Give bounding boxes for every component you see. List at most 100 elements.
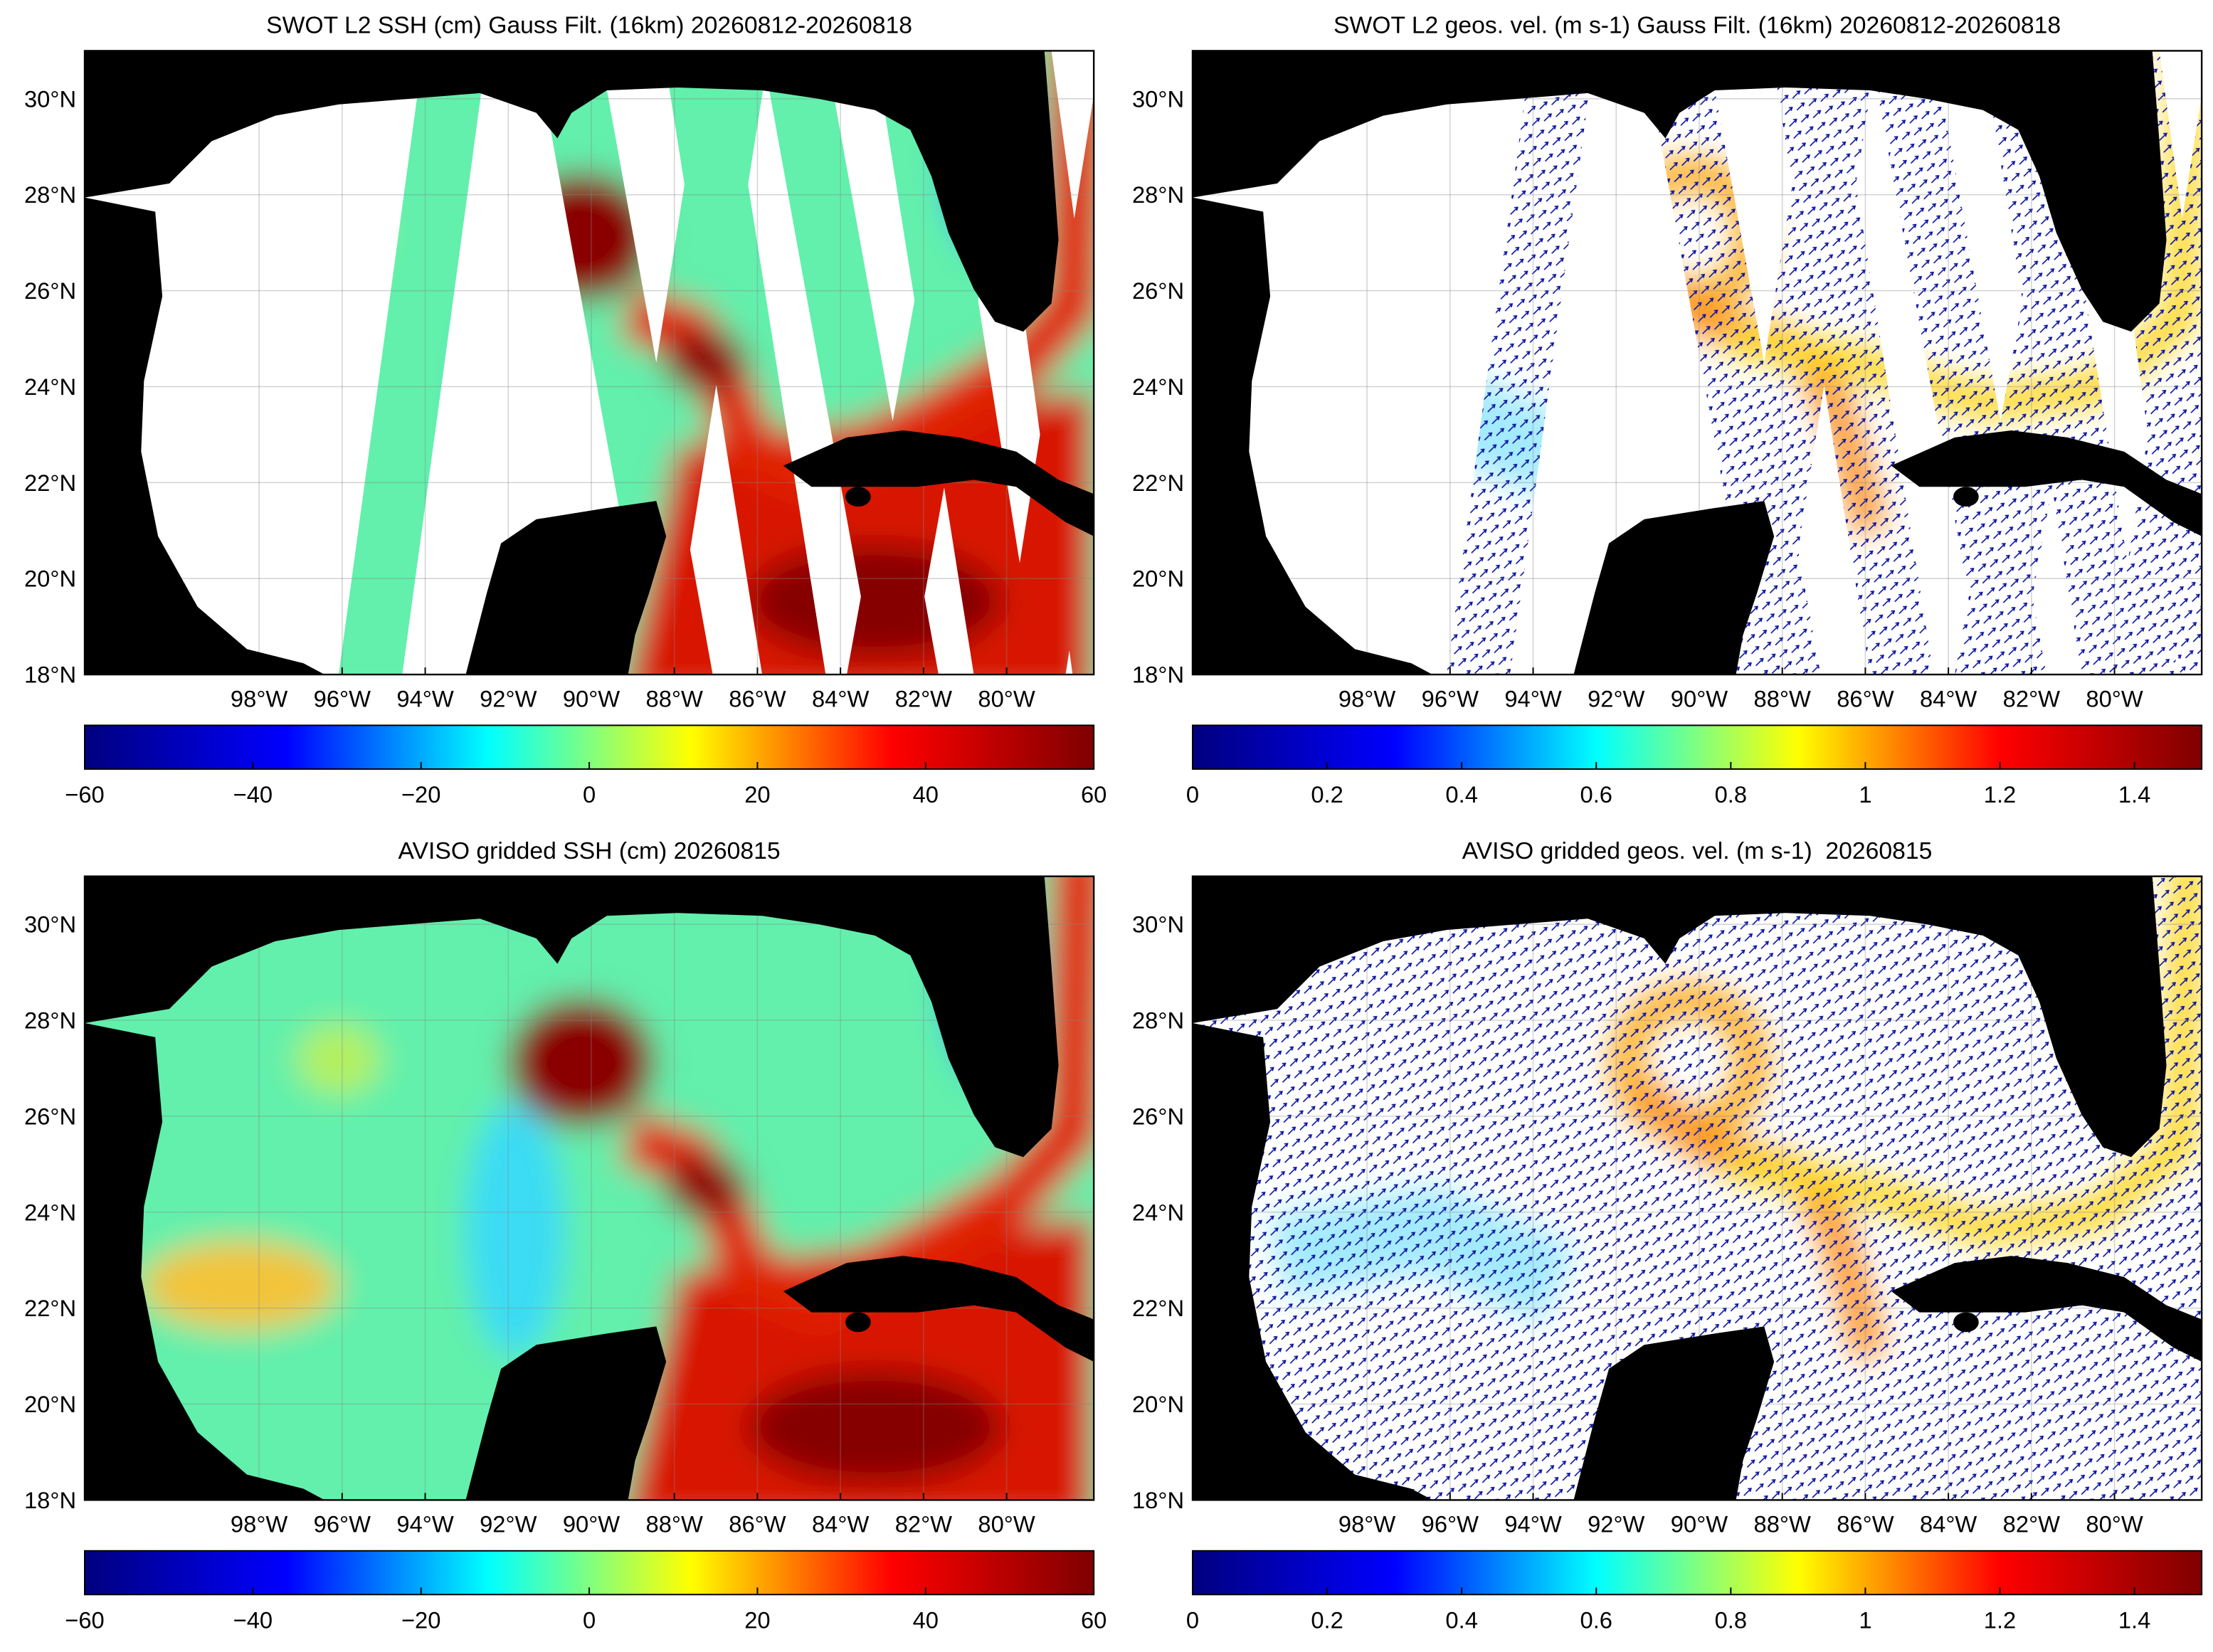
y-tick-label: 26°N bbox=[24, 1103, 76, 1129]
map-frame bbox=[83, 50, 1095, 676]
colorbar-tick-label: 60 bbox=[1081, 1606, 1106, 1633]
x-tick-label: 98°W bbox=[231, 685, 287, 711]
x-tick-label: 86°W bbox=[729, 685, 786, 711]
x-tick-label: 82°W bbox=[895, 1511, 952, 1537]
colorbar-tick-label: 20 bbox=[744, 1606, 770, 1633]
y-tick-label: 26°N bbox=[1132, 277, 1184, 304]
land bbox=[1573, 1326, 1775, 1500]
colorbar-tick-label: 1.4 bbox=[2118, 1606, 2150, 1633]
x-tick-label: 84°W bbox=[1920, 685, 1977, 711]
land bbox=[845, 1312, 871, 1333]
x-tick-label: 82°W bbox=[2003, 685, 2060, 711]
colorbar-tick-label: 0.8 bbox=[1715, 1606, 1747, 1633]
colorbar-tick-label: 0.6 bbox=[1580, 1606, 1612, 1633]
y-tick-label: 18°N bbox=[24, 1487, 76, 1513]
y-tick-label: 20°N bbox=[24, 1391, 76, 1417]
y-tick-label: 28°N bbox=[1132, 181, 1184, 208]
y-tick-label: 20°N bbox=[24, 566, 76, 592]
x-tick-label: 94°W bbox=[1504, 1511, 1561, 1537]
x-tick-label: 96°W bbox=[1422, 1511, 1479, 1537]
x-tick-label: 92°W bbox=[1588, 685, 1644, 711]
land bbox=[1953, 1312, 1979, 1333]
colorbar-tick-label: 0 bbox=[1186, 781, 1199, 808]
colorbar-tick-label: 1.2 bbox=[1984, 1606, 2016, 1633]
field-patch bbox=[141, 1240, 339, 1331]
field-patch bbox=[663, 330, 749, 393]
y-tick-label: 20°N bbox=[1132, 1391, 1184, 1417]
x-tick-label: 98°W bbox=[1338, 1511, 1395, 1537]
y-tick-label: 26°N bbox=[1132, 1103, 1184, 1129]
colorbar-tick-label: 0 bbox=[583, 1606, 596, 1633]
colorbar bbox=[84, 724, 1095, 770]
y-tick-label: 30°N bbox=[24, 911, 76, 938]
x-tick-label: 98°W bbox=[1338, 685, 1395, 711]
field-patch bbox=[296, 1024, 381, 1096]
x-tick-label: 86°W bbox=[729, 1511, 786, 1537]
map-frame bbox=[1191, 875, 2203, 1501]
colorbar-tick-label: 0.2 bbox=[1311, 781, 1343, 808]
x-tick-label: 90°W bbox=[563, 1511, 620, 1537]
y-tick-label: 24°N bbox=[24, 374, 76, 400]
colorbar-tick-label: 0.4 bbox=[1445, 781, 1477, 808]
y-tick-label: 22°N bbox=[1132, 1295, 1184, 1321]
x-tick-label: 88°W bbox=[1754, 685, 1811, 711]
colorbar-tick-label: 0.4 bbox=[1445, 1606, 1477, 1633]
x-tick-label: 80°W bbox=[2086, 685, 2143, 711]
colorbar bbox=[1191, 724, 2203, 770]
x-tick-label: 98°W bbox=[231, 1511, 287, 1537]
land bbox=[85, 1022, 325, 1500]
colorbar-tick-label: −40 bbox=[233, 781, 273, 808]
x-tick-label: 86°W bbox=[1837, 1511, 1894, 1537]
land bbox=[465, 1326, 667, 1500]
x-tick-label: 82°W bbox=[895, 685, 952, 711]
land bbox=[1192, 876, 2167, 1158]
colorbar-tick-label: −20 bbox=[401, 781, 441, 808]
field-patch bbox=[748, 1370, 1003, 1483]
y-tick-label: 20°N bbox=[1132, 566, 1184, 592]
field-patch bbox=[508, 997, 655, 1128]
x-tick-label: 80°W bbox=[2086, 1511, 2143, 1537]
x-tick-label: 82°W bbox=[2003, 1511, 2060, 1537]
x-tick-label: 84°W bbox=[812, 685, 869, 711]
x-tick-label: 84°W bbox=[812, 1511, 869, 1537]
land bbox=[1953, 487, 1979, 507]
field-patch bbox=[465, 1102, 565, 1357]
y-tick-label: 18°N bbox=[1132, 1487, 1184, 1513]
colorbar-tick-label: 0 bbox=[583, 781, 596, 808]
field-patch bbox=[663, 1155, 749, 1218]
colorbar-tick-label: 20 bbox=[744, 781, 770, 808]
land bbox=[85, 51, 1059, 332]
y-tick-label: 24°N bbox=[1132, 1199, 1184, 1225]
land bbox=[1192, 1022, 1433, 1500]
map-panel bbox=[85, 876, 1094, 1500]
colorbar-tick-label: 0.2 bbox=[1311, 1606, 1343, 1633]
x-tick-label: 92°W bbox=[480, 685, 537, 711]
y-tick-label: 28°N bbox=[24, 1007, 76, 1034]
land bbox=[85, 876, 1059, 1158]
panel-title: SWOT L2 SSH (cm) Gauss Filt. (16km) 2026… bbox=[266, 12, 912, 39]
y-tick-label: 24°N bbox=[1132, 374, 1184, 400]
panel-title: SWOT L2 geos. vel. (m s-1) Gauss Filt. (… bbox=[1333, 12, 2061, 39]
x-tick-label: 86°W bbox=[1837, 685, 1894, 711]
colorbar-tick-label: 1 bbox=[1859, 781, 1871, 808]
land bbox=[783, 430, 1094, 536]
colorbar-tick-label: 1.4 bbox=[2118, 781, 2150, 808]
colorbar-tick-label: −40 bbox=[233, 1606, 273, 1633]
land bbox=[1192, 197, 1433, 675]
colorbar-tick-label: 40 bbox=[913, 781, 939, 808]
colorbar-tick-label: 0 bbox=[1186, 1606, 1199, 1633]
x-tick-label: 94°W bbox=[396, 1511, 453, 1537]
y-tick-label: 24°N bbox=[24, 1199, 76, 1225]
colorbar bbox=[84, 1550, 1095, 1596]
colorbar-tick-label: −60 bbox=[65, 781, 105, 808]
map-panel bbox=[1192, 876, 2202, 1500]
y-tick-label: 28°N bbox=[24, 181, 76, 208]
y-tick-label: 18°N bbox=[1132, 662, 1184, 688]
map-panel bbox=[85, 51, 1094, 675]
y-tick-label: 30°N bbox=[1132, 85, 1184, 112]
x-tick-label: 92°W bbox=[480, 1511, 537, 1537]
x-tick-label: 96°W bbox=[314, 1511, 371, 1537]
x-tick-label: 88°W bbox=[646, 685, 703, 711]
